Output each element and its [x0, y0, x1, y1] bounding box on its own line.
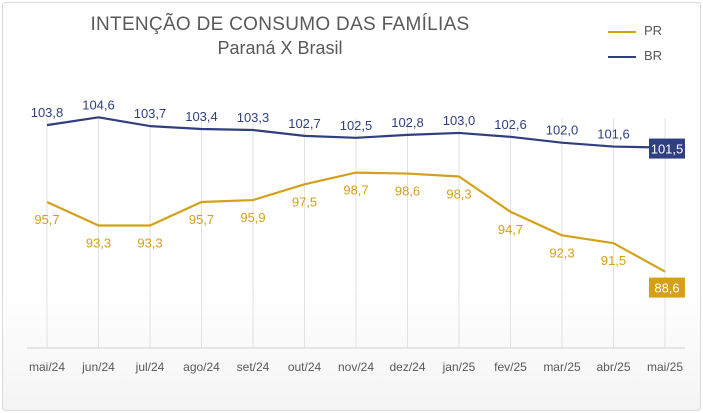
legend-label-br: BR	[644, 48, 663, 63]
series-line-pr	[46, 171, 666, 273]
data-label: 102,8	[391, 115, 424, 130]
data-label: 91,5	[601, 253, 626, 268]
data-label: 92,3	[549, 245, 574, 260]
data-label: 98,3	[446, 187, 471, 202]
series-line-br	[46, 116, 666, 149]
data-label: 93,3	[137, 236, 162, 251]
x-tick-label: mai/25	[647, 360, 683, 374]
chart-subtitle: Paraná X Brasil	[217, 38, 343, 58]
x-tick-label: ago/24	[183, 360, 220, 374]
x-tick-label: out/24	[288, 360, 322, 374]
x-tick-label: nov/24	[338, 360, 374, 374]
x-tick-label: abr/25	[596, 360, 630, 374]
x-tick-label: mai/24	[29, 360, 65, 374]
x-tick-label: dez/24	[389, 360, 425, 374]
x-tick-label: fev/25	[494, 360, 527, 374]
data-label: 101,6	[597, 127, 630, 142]
data-label: 103,7	[134, 106, 167, 121]
legend-item-br: BR	[608, 48, 662, 63]
data-label: 102,0	[546, 123, 579, 138]
data-label: 103,0	[443, 113, 476, 128]
legend-item-pr: PR	[608, 23, 662, 38]
x-tick-label: mar/25	[543, 360, 581, 374]
x-tick-label: jan/25	[442, 360, 476, 374]
data-label: 103,8	[31, 105, 64, 120]
data-label: 101,5	[651, 142, 684, 157]
data-label: 103,4	[185, 109, 218, 124]
data-label: 97,5	[292, 194, 317, 209]
data-label: 104,6	[82, 97, 115, 112]
x-tick-label: jun/24	[81, 360, 115, 374]
legend-swatch-br	[608, 55, 636, 58]
data-label: 102,7	[288, 116, 321, 131]
data-label: 103,3	[237, 110, 270, 125]
data-label: 95,9	[240, 210, 265, 225]
data-label: 102,5	[340, 118, 373, 133]
data-label: 98,6	[395, 184, 420, 199]
data-label: 88,6	[654, 281, 679, 296]
data-label: 95,7	[34, 212, 59, 227]
chart-title: INTENÇÃO DE CONSUMO DAS FAMÍLIAS	[90, 14, 470, 35]
data-label: 102,6	[494, 117, 527, 132]
last-value-badge-br	[649, 138, 685, 159]
last-value-badge-pr	[649, 277, 685, 298]
x-tick-label: set/24	[237, 360, 270, 374]
legend-label-pr: PR	[644, 23, 663, 38]
x-tick-label: jul/24	[135, 360, 165, 374]
data-label: 98,7	[343, 183, 368, 198]
legend-swatch-pr	[608, 30, 636, 33]
data-label: 94,7	[498, 222, 523, 237]
data-label: 93,3	[86, 236, 111, 251]
data-label: 95,7	[189, 212, 214, 227]
